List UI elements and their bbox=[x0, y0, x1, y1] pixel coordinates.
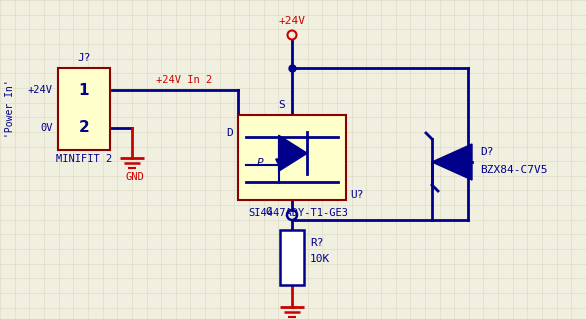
Text: SI4447ADY-T1-GE3: SI4447ADY-T1-GE3 bbox=[248, 208, 348, 218]
Text: J?: J? bbox=[77, 53, 91, 63]
Text: 2: 2 bbox=[79, 120, 90, 135]
Text: BZX84-C7V5: BZX84-C7V5 bbox=[480, 165, 547, 175]
Polygon shape bbox=[432, 144, 472, 180]
Text: D?: D? bbox=[480, 147, 493, 157]
Text: 'Power In': 'Power In' bbox=[5, 80, 15, 138]
Text: P: P bbox=[257, 158, 263, 168]
Bar bbox=[238, 115, 346, 200]
Text: G: G bbox=[265, 207, 272, 217]
Polygon shape bbox=[278, 135, 307, 171]
Text: +24V In 2: +24V In 2 bbox=[156, 75, 212, 85]
Text: GND: GND bbox=[125, 172, 144, 182]
Text: +24V: +24V bbox=[28, 85, 53, 95]
Bar bbox=[58, 68, 110, 150]
Text: +24V: +24V bbox=[278, 16, 305, 26]
Text: 0V: 0V bbox=[40, 123, 53, 133]
Text: U?: U? bbox=[350, 190, 363, 200]
Text: 10K: 10K bbox=[310, 254, 331, 264]
Text: R?: R? bbox=[310, 238, 323, 248]
Text: D: D bbox=[226, 128, 233, 138]
Text: MINIFIT 2: MINIFIT 2 bbox=[56, 154, 112, 164]
Text: 1: 1 bbox=[79, 83, 89, 98]
Text: S: S bbox=[278, 100, 285, 110]
Bar bbox=[280, 230, 304, 285]
